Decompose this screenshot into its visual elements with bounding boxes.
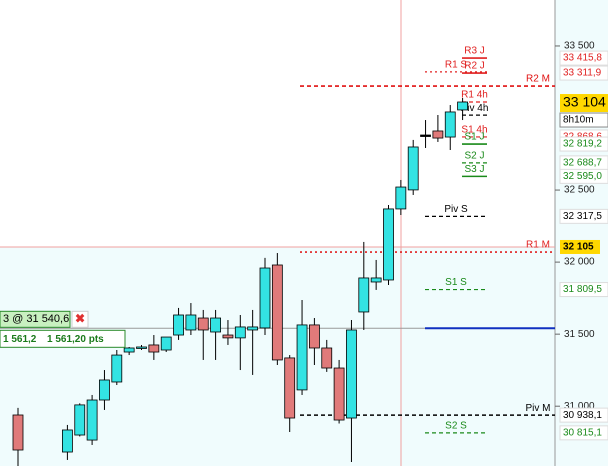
price-tag-label: 33 311,9 (563, 68, 602, 79)
level-label: R1 S (445, 60, 468, 71)
upper-background (0, 0, 555, 247)
candle-body (197, 317, 209, 331)
candle-body (383, 208, 394, 281)
order-cancel[interactable] (71, 310, 89, 328)
candle-body (62, 429, 73, 453)
price-tag-label: 32 317,5 (563, 211, 602, 222)
current-price-label: 33 104 (563, 94, 606, 110)
candle-body (346, 329, 357, 419)
candle-body (296, 324, 308, 391)
price-tag (559, 168, 608, 184)
candle-body (395, 186, 407, 210)
candle-body (420, 134, 431, 137)
y-tick-label: 32 500 (564, 185, 595, 196)
price-tag (559, 136, 608, 152)
candle-body (247, 326, 259, 331)
price-tag-label: 32 819,2 (563, 139, 602, 150)
candle-body (271, 264, 283, 361)
order-label: 3 @ 31 540,6 (3, 313, 69, 325)
level-label: S1 S (445, 277, 467, 288)
crosshair-tag (560, 239, 600, 254)
candle-body (259, 267, 271, 329)
candle-body (210, 317, 222, 333)
price-tag (559, 407, 608, 423)
crosshair-label: 32 105 (563, 242, 594, 253)
candle-body (432, 130, 444, 139)
price-tag-label: 32 595,0 (563, 171, 602, 182)
level-label: S3 J (464, 164, 484, 175)
countdown: 8h10m (563, 115, 594, 126)
current-price-tag (560, 94, 608, 113)
price-tag-label: 32 688,7 (563, 158, 602, 169)
y-tick-label: 32 000 (564, 257, 595, 268)
candle-body (111, 354, 123, 383)
candle-body (173, 314, 184, 336)
candle-body (321, 347, 333, 369)
price-tag-label: 30 938,1 (563, 410, 602, 421)
level-label: R2 M (526, 74, 550, 85)
candle-body (222, 334, 234, 339)
countdown-box (559, 112, 608, 128)
price-tag-label: 30 815,1 (563, 427, 602, 438)
candle-body (308, 324, 320, 349)
candle-body (333, 367, 345, 421)
y-tick-label: 33 500 (564, 41, 595, 52)
candle-body (99, 379, 110, 401)
level-label: S2 S (445, 420, 467, 431)
y-tick-label: 31 500 (564, 329, 595, 340)
price-tag (559, 208, 608, 224)
pnl-box (0, 329, 126, 348)
price-tag (559, 282, 608, 298)
order-box[interactable] (0, 310, 71, 328)
candle-body (370, 277, 382, 283)
price-tag (559, 50, 608, 66)
order-cancel-icon: ✖ (75, 311, 85, 325)
price-tag (559, 425, 608, 441)
candle-body (123, 347, 135, 353)
candle-body (12, 414, 24, 451)
level-label: R1 4h (461, 90, 488, 101)
candle-body (86, 399, 98, 441)
price-tag-label: 33 415,8 (563, 53, 602, 64)
level-label: S1 J (464, 132, 484, 143)
level-label: R2 J (464, 61, 485, 72)
candle-body (444, 111, 456, 138)
level-label: R1 M (526, 240, 550, 251)
level-label: Piv M (526, 403, 551, 414)
candle-body (160, 336, 172, 351)
level-label: S2 J (464, 151, 484, 162)
candle-body (457, 101, 469, 111)
candle-body (74, 404, 86, 436)
level-label: Piv 4h (461, 103, 489, 114)
y-tick-label: 31 000 (564, 401, 595, 412)
level-label: S1 4h (461, 125, 487, 136)
level-label: Piv S (444, 204, 468, 215)
candle-body (358, 277, 370, 313)
candle-body (185, 314, 197, 331)
level-label: R3 J (464, 46, 485, 57)
pnl-points: 1 561,20 pts (47, 334, 104, 345)
candle-body (148, 344, 160, 353)
price-tag-label: 31 809,5 (563, 284, 602, 295)
candle-body (136, 346, 147, 349)
pnl: 1 561,2 (3, 334, 37, 345)
candle-body (234, 326, 246, 339)
candle-body (407, 146, 419, 191)
candle-body (284, 357, 296, 419)
price-tag (559, 65, 608, 81)
